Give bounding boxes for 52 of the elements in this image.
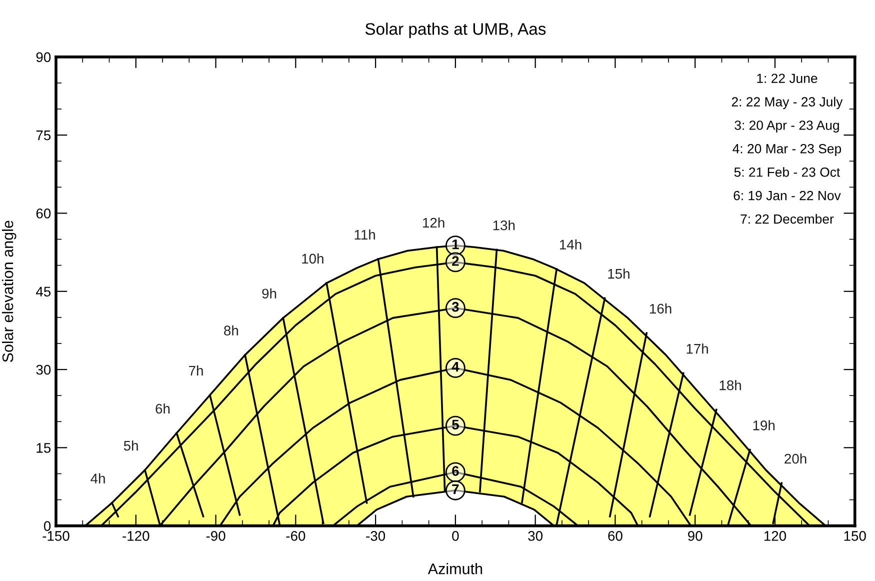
annotation: 15h bbox=[608, 268, 630, 279]
annotation: 14h bbox=[560, 239, 582, 250]
y-tick-label: 0 bbox=[44, 521, 51, 531]
x-tick-label: 60 bbox=[608, 531, 622, 541]
x-tick-label: 30 bbox=[528, 531, 543, 541]
annotation: 2: 22 May - 23 July bbox=[732, 96, 843, 110]
annotation: 7: 22 December bbox=[740, 214, 834, 224]
annotation: 19h bbox=[753, 420, 775, 430]
annotation: 8h bbox=[224, 325, 238, 336]
y-tick-label: 15 bbox=[36, 443, 51, 453]
annotation: 4: 20 Mar - 23 Sep bbox=[732, 144, 842, 156]
series-label: 5 bbox=[452, 420, 459, 430]
series-label: 4 bbox=[452, 362, 460, 372]
y-tick-label: 45 bbox=[36, 286, 51, 297]
y-tick-label: 60 bbox=[36, 208, 51, 218]
x-tick-label: 0 bbox=[452, 531, 459, 541]
chart-title: Solar paths at UMB, Aas bbox=[365, 22, 546, 38]
x-tick-label: -30 bbox=[366, 531, 386, 541]
x-tick-label: 120 bbox=[764, 531, 786, 541]
y-tick-label: 30 bbox=[36, 364, 51, 375]
annotation: 9h bbox=[262, 288, 276, 299]
x-axis-title: Azimuth bbox=[428, 563, 482, 574]
annotation: 11h bbox=[354, 229, 375, 240]
x-tick-label: -60 bbox=[286, 531, 306, 541]
y-axis-title: Solar elevation angle bbox=[2, 220, 16, 362]
series-label: 1 bbox=[452, 240, 459, 250]
x-tick-label: 150 bbox=[844, 531, 866, 541]
annotation: 5: 21 Feb - 23 Oct bbox=[734, 167, 840, 177]
annotation: 3: 20 Apr - 23 Aug bbox=[734, 120, 839, 133]
y-tick-label: 90 bbox=[36, 52, 51, 62]
annotation: 16h bbox=[650, 303, 672, 314]
annotation: 6: 19 Jan - 22 Nov bbox=[734, 190, 841, 200]
annotation: 7h bbox=[189, 365, 203, 376]
annotation: 20h bbox=[784, 453, 806, 464]
series-label: 3 bbox=[452, 302, 459, 312]
x-tick-label: -120 bbox=[122, 531, 150, 541]
annotation: 17h bbox=[686, 344, 708, 354]
series-label: 7 bbox=[452, 484, 459, 494]
x-tick-label: 90 bbox=[688, 531, 702, 541]
annotation: 4h bbox=[90, 473, 105, 484]
annotation: 1: 22 June bbox=[757, 74, 818, 84]
annotation: 10h bbox=[302, 253, 324, 264]
y-tick-label: 75 bbox=[36, 130, 51, 140]
series-label: 2 bbox=[452, 256, 459, 266]
x-tick-label: -150 bbox=[42, 531, 70, 541]
series-label: 6 bbox=[452, 466, 459, 476]
annotation: 12h bbox=[423, 217, 444, 228]
annotation: 5h bbox=[124, 440, 138, 451]
x-tick-label: -90 bbox=[206, 531, 226, 541]
annotation: 13h bbox=[493, 220, 515, 230]
annotation: 18h bbox=[720, 380, 741, 390]
annotation: 6h bbox=[156, 403, 170, 414]
